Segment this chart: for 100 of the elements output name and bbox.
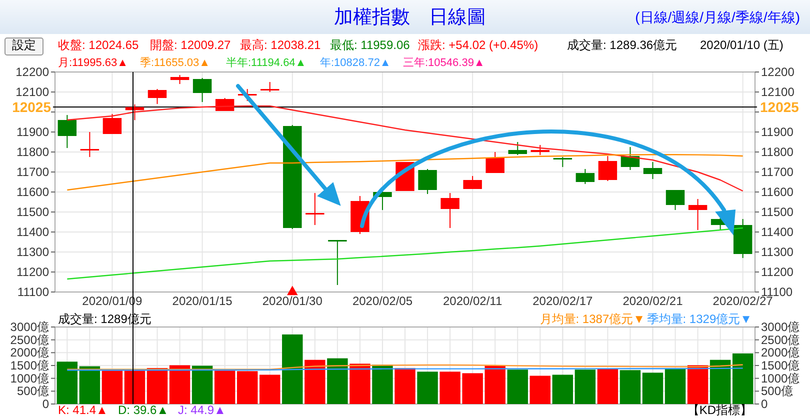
bar bbox=[56, 362, 78, 404]
candlestick bbox=[598, 156, 618, 182]
x-tick-label: 2020/01/30 bbox=[262, 294, 323, 308]
bar bbox=[169, 365, 190, 404]
y2-tick-label: 2500億 bbox=[761, 332, 800, 347]
candlestick bbox=[553, 156, 572, 168]
candlestick bbox=[102, 114, 122, 134]
y-tick-label: 11700 bbox=[16, 165, 50, 179]
y-tick-label: 3000億 bbox=[10, 320, 49, 334]
text: 成交量: 1289.36億元 bbox=[567, 38, 678, 52]
y2-tick-label: 11400 bbox=[761, 225, 794, 239]
bar bbox=[327, 358, 348, 404]
y2-tick-label: 1000億 bbox=[761, 371, 800, 386]
y-tick-label: 11300 bbox=[16, 245, 50, 259]
bar bbox=[236, 371, 258, 404]
y-tick-label: 12100 bbox=[16, 85, 50, 99]
y-tick-label: 2000億 bbox=[10, 346, 49, 360]
bar bbox=[530, 376, 550, 404]
text: 2020/01/10 (五) bbox=[700, 38, 784, 52]
y-tick-label: 11200 bbox=[16, 265, 50, 279]
x-tick-label: 2020/02/21 bbox=[622, 294, 684, 308]
candlestick bbox=[530, 144, 550, 156]
y-tick-label: 11100 bbox=[17, 285, 50, 299]
y2-tick-label: 3000億 bbox=[761, 320, 800, 334]
candlestick bbox=[643, 162, 662, 180]
y-tick-label: 1000億 bbox=[10, 371, 49, 386]
bar bbox=[372, 364, 393, 404]
y2-tick-label: 11600 bbox=[761, 185, 794, 199]
y-tick-label: 11900 bbox=[16, 125, 50, 139]
candlestick bbox=[260, 82, 280, 92]
bar bbox=[304, 360, 326, 404]
y2-tick-label: 12200 bbox=[761, 65, 795, 79]
bar bbox=[664, 368, 686, 404]
y-tick-label: 1500億 bbox=[10, 358, 49, 372]
y2-tick-label: 11300 bbox=[761, 245, 794, 259]
candlestick bbox=[576, 168, 595, 184]
bar bbox=[282, 334, 303, 404]
bar bbox=[507, 370, 528, 404]
y2-tick-label: 12100 bbox=[761, 85, 795, 99]
text: 收盤: 12024.65 bbox=[58, 38, 140, 52]
text: 最低: 11959.06 bbox=[330, 38, 410, 52]
text: 季:11655.03▲ bbox=[140, 56, 210, 69]
text: 月均量: 1387億元▼ bbox=[540, 312, 645, 326]
text: 季均量: 1329億元▼ bbox=[646, 312, 752, 326]
candlestick bbox=[192, 78, 212, 102]
y-tick-label: 11800 bbox=[16, 145, 50, 159]
y2-tick-label: 11800 bbox=[761, 145, 794, 159]
bar bbox=[687, 365, 708, 404]
y-tick-label: 2500億 bbox=[10, 332, 49, 347]
chart-title: 加權指數 日線圖 bbox=[334, 7, 486, 28]
text: 月:11995.63▲ bbox=[58, 57, 128, 69]
bar bbox=[710, 360, 731, 404]
candlestick bbox=[666, 190, 685, 210]
y2-tick-label: 11900 bbox=[761, 125, 794, 139]
bar bbox=[552, 374, 574, 404]
text: 半年:11194.64▲ bbox=[226, 56, 306, 69]
annotation: J: 44.9▲ bbox=[178, 403, 226, 417]
candlestick bbox=[508, 142, 527, 156]
text: 開盤: 12009.27 bbox=[150, 38, 232, 52]
text: 12025 bbox=[760, 99, 799, 115]
bar bbox=[124, 370, 146, 404]
bar bbox=[732, 353, 754, 404]
y-tick-label: 500億 bbox=[16, 384, 49, 398]
annotation: D: 39.6▲ bbox=[118, 403, 169, 417]
bar bbox=[417, 372, 438, 404]
y-tick-label: 11500 bbox=[16, 205, 50, 219]
candlestick bbox=[306, 192, 324, 226]
y2-tick-label: 500億 bbox=[761, 384, 794, 398]
y2-tick-label: 11700 bbox=[761, 165, 794, 179]
x-tick-label: 2020/02/17 bbox=[532, 294, 594, 308]
line-series bbox=[66, 154, 744, 191]
x-tick-label: 2020/02/11 bbox=[442, 294, 502, 308]
bar bbox=[102, 370, 123, 404]
y-tick-label: 11400 bbox=[16, 225, 50, 239]
bar bbox=[350, 364, 370, 404]
text: 漲跌: +54.02 (+0.45%) bbox=[418, 38, 538, 52]
candlestick bbox=[328, 240, 347, 286]
y-tick-label: 12200 bbox=[16, 65, 50, 79]
text: (日線/週線/月線/季線/年線) bbox=[635, 9, 800, 25]
text: 設定 bbox=[12, 38, 36, 52]
candlestick bbox=[80, 132, 100, 158]
candlestick bbox=[58, 114, 77, 148]
text: 最高: 12038.21 bbox=[240, 38, 322, 52]
bar bbox=[146, 368, 168, 404]
y2-tick-label: 0 bbox=[761, 397, 768, 411]
candlestick bbox=[418, 168, 437, 194]
y2-tick-label: 11500 bbox=[761, 205, 794, 219]
bar bbox=[79, 366, 100, 404]
y2-tick-label: 2000億 bbox=[761, 346, 800, 360]
candlestick bbox=[463, 176, 482, 190]
bar bbox=[394, 368, 416, 404]
x-tick-label: 2020/01/15 bbox=[172, 294, 233, 308]
candlestick bbox=[486, 152, 504, 174]
bar bbox=[642, 372, 664, 404]
ref-line-label: 12025 bbox=[12, 99, 52, 115]
text: 三年:10546.39▲ bbox=[403, 57, 485, 69]
y2-tick-label: 11200 bbox=[761, 265, 794, 279]
candlestick bbox=[688, 198, 708, 230]
bar bbox=[260, 374, 280, 404]
annotation: 【KD指標】 bbox=[687, 403, 752, 417]
